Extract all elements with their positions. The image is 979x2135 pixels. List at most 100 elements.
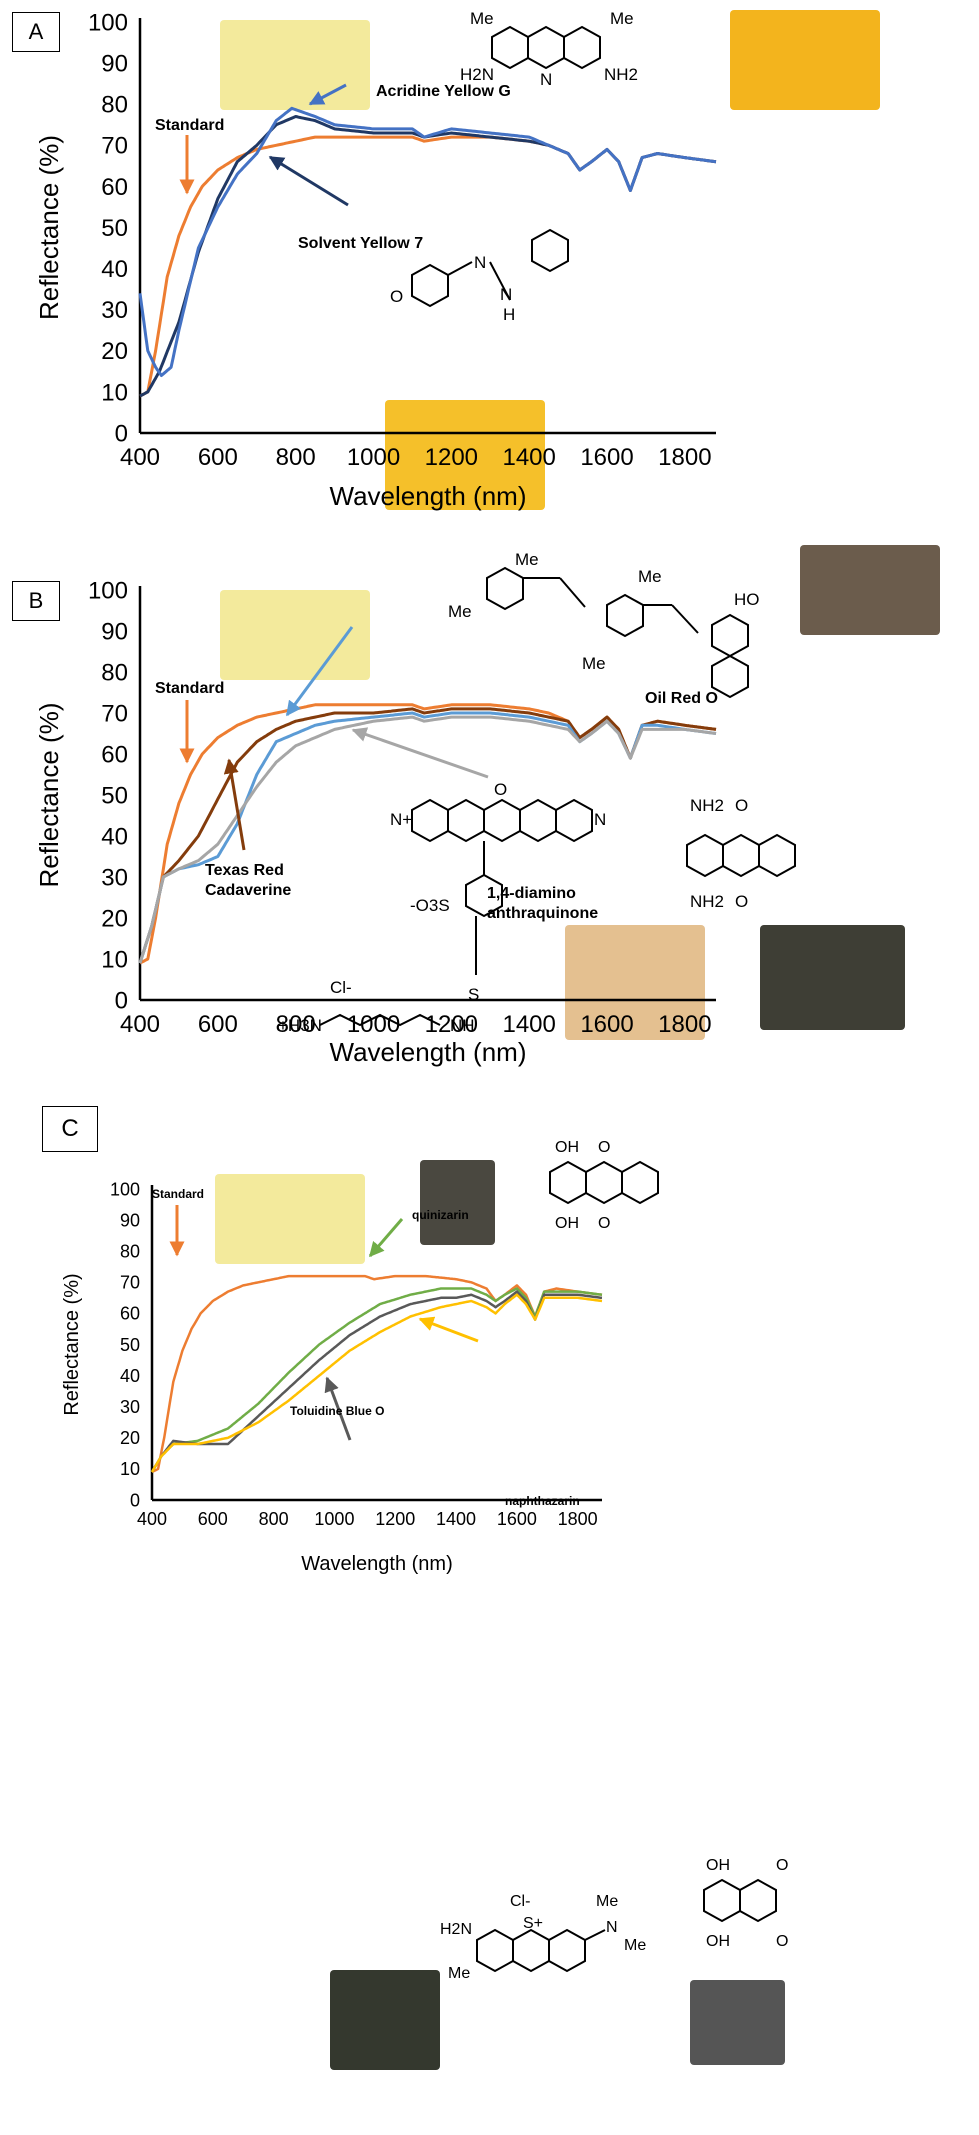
toluidine-fabric-swatch [330, 1970, 440, 2070]
y-tick-label: 50 [101, 782, 128, 809]
x-tick-label: 1800 [658, 444, 711, 471]
toluidine-me-3: Me [448, 1965, 470, 1982]
texas-red-fabric-swatch [565, 925, 705, 1040]
quinizarin-fabric-swatch [420, 1160, 495, 1245]
y-tick-label: 40 [101, 823, 128, 850]
y-tick-label: 90 [101, 51, 128, 78]
texas-red-nplus: N+ [390, 810, 412, 829]
x-tick-label: 1400 [502, 1011, 555, 1038]
naphthazarin-o-top: O [776, 1857, 788, 1874]
acridine-n: N [540, 70, 552, 89]
annotation-label: Cadaverine [205, 882, 291, 899]
y-tick-label: 100 [88, 577, 128, 604]
quinizarin-oh-bottom: OH [555, 1215, 579, 1232]
toluidine-me-1: Me [596, 1893, 618, 1910]
chart-c: OH OH O O OH OH O O Cl- S+ N Me Me H2N M… [61, 1139, 788, 2070]
x-axis-label: Wavelength (nm) [301, 1553, 453, 1575]
acridine-yellow-fabric-swatch [730, 10, 880, 110]
solvent-yellow-structure [411, 228, 569, 308]
naphthazarin-oh-bottom: OH [706, 1933, 730, 1950]
y-tick-label: 30 [101, 864, 128, 891]
y-tick-label: 90 [120, 1210, 140, 1230]
annotation-label: Acridine Yellow G [376, 83, 511, 100]
anthraquinone-nh2-bottom: NH2 [690, 892, 724, 911]
annotation-label: Texas Red [205, 862, 284, 879]
y-tick-label: 10 [120, 1459, 140, 1479]
series-line-naphthazarin [150, 1293, 603, 1473]
panel-label: C [42, 1106, 98, 1152]
series-line-texas-red-cadaverine [138, 707, 717, 964]
solvent-yellow-nh: N [500, 285, 512, 304]
anthraquinone-nh2-top: NH2 [690, 796, 724, 815]
texas-red-structure [319, 798, 593, 1027]
oil-red-me-1: Me [515, 550, 539, 569]
plot-area: 0 10 20 30 40 50 60 70 80 90 100 400 600 800 1000 1200 1… [61, 1179, 603, 1575]
toluidine-n: N [606, 1919, 618, 1936]
x-tick-label: 1400 [436, 1509, 476, 1529]
x-tick-label: 1600 [580, 1011, 633, 1038]
x-tick-label: 1600 [497, 1509, 537, 1529]
y-tick-label: 20 [101, 905, 128, 932]
solvent-yellow-o: O [390, 287, 403, 306]
y-tick-label: 100 [88, 9, 128, 36]
y-tick-label: 40 [101, 256, 128, 283]
texas-red-o: O [494, 780, 507, 799]
y-tick-label: 0 [115, 987, 128, 1014]
y-tick-label: 70 [101, 700, 128, 727]
quinizarin-o-top: O [598, 1139, 610, 1156]
anthraquinone-o-bottom: O [735, 892, 748, 911]
quinizarin-structure [549, 1160, 659, 1205]
chart-c-swatches [215, 1160, 785, 2070]
anthraquinone-structure [686, 833, 796, 878]
series-line-toluidine-blue-o [150, 1290, 603, 1473]
y-tick-label: 50 [120, 1335, 140, 1355]
y-tick-label: 80 [101, 92, 128, 119]
series-line-acridine-yellow-g [138, 106, 717, 377]
y-tick-label: 90 [101, 618, 128, 645]
acridine-h2n: H2N [460, 65, 494, 84]
acridine-me-right: Me [610, 9, 634, 28]
annotation-label: Standard [152, 1187, 204, 1201]
annotation-label: quinizarin [412, 1208, 469, 1222]
naphthazarin-structure [703, 1878, 777, 1923]
x-tick-label: 1200 [425, 1011, 478, 1038]
x-axis-label: Wavelength (nm) [330, 1037, 527, 1067]
x-tick-label: 1000 [314, 1509, 354, 1529]
oil-red-me-3: Me [638, 567, 662, 586]
y-tick-label: 10 [101, 379, 128, 406]
y-tick-label: 20 [120, 1428, 140, 1448]
solvent-yellow-h: H [503, 305, 515, 324]
annotation-arrow [223, 758, 246, 851]
annotation-label: Standard [155, 680, 224, 697]
x-tick-label: 400 [120, 1011, 160, 1038]
toluidine-me-2: Me [624, 1937, 646, 1954]
y-tick-label: 70 [120, 1273, 140, 1293]
toluidine-splus: S+ [523, 1915, 543, 1932]
y-axis-label: Reflectance (%) [34, 135, 64, 320]
x-tick-label: 800 [259, 1509, 289, 1529]
y-tick-label: 60 [120, 1304, 140, 1324]
quinizarin-o-bottom: O [598, 1215, 610, 1232]
oil-red-fabric-swatch [800, 545, 940, 635]
y-tick-label: 30 [120, 1397, 140, 1417]
x-tick-label: 1600 [580, 444, 633, 471]
texas-red-n: N [594, 810, 606, 829]
y-axis-label: Reflectance (%) [61, 1273, 83, 1415]
naphthazarin-fabric-swatch [690, 1980, 785, 2065]
annotation-label: naphthazarin [505, 1494, 580, 1508]
y-tick-label: 100 [110, 1179, 140, 1199]
oil-red-me-2: Me [448, 602, 472, 621]
plot-area: 0 10 20 30 40 50 60 70 80 90 100 400 600 800 1000 1200 1… [34, 9, 717, 511]
x-tick-label: 600 [198, 1011, 238, 1038]
x-tick-label: 1400 [502, 444, 555, 471]
panel-c: C OH OH O O OH OH O O Cl- [0, 1100, 979, 2135]
annotation-arrow [368, 1218, 404, 1258]
x-tick-label: 800 [276, 444, 316, 471]
y-tick-label: 60 [101, 174, 128, 201]
chart-a-swatches [220, 10, 880, 510]
x-tick-label: 1000 [347, 444, 400, 471]
y-tick-label: 20 [101, 338, 128, 365]
anthraquinone-fabric-swatch [760, 925, 905, 1030]
annotation-label: Toluidine Blue O [290, 1404, 384, 1418]
solvent-yellow-n: N [474, 253, 486, 272]
